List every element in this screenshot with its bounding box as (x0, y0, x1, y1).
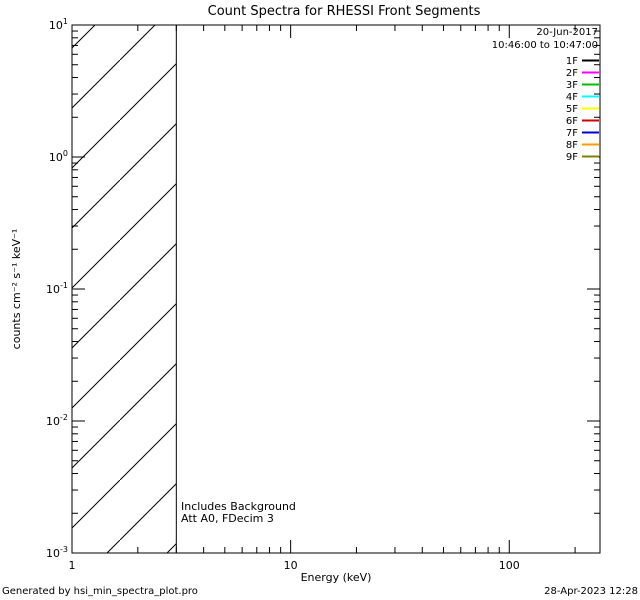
x-tick-label: 1 (69, 559, 76, 572)
x-axis-label: Energy (keV) (301, 571, 372, 584)
legend-label-9F: 9F (566, 152, 578, 163)
legend-label-8F: 8F (566, 140, 578, 151)
x-axis-ticks: 1 10 100 (69, 25, 576, 572)
generated-by-footer: Generated by hsi_min_spectra_plot.pro (2, 586, 198, 597)
legend-label-6F: 6F (566, 116, 578, 127)
legend-label-5F: 5F (566, 104, 578, 115)
attenuator-state-note: Att A0, FDecim 3 (181, 512, 274, 525)
y-axis-ticks: 10-3 10-2 10-1 100 101 (46, 17, 600, 560)
x-tick-label: 100 (499, 559, 520, 572)
y-tick-label: 101 (49, 17, 68, 32)
plot-title: Count Spectra for RHESSI Front Segments (208, 4, 481, 19)
y-tick-label: 10-2 (46, 413, 68, 428)
x-tick-label: 10 (284, 559, 298, 572)
legend-label-4F: 4F (566, 92, 578, 103)
y-tick-label: 100 (49, 149, 68, 164)
y-tick-label: 10-3 (46, 545, 68, 560)
y-axis-label: counts cm⁻² s⁻¹ keV⁻¹ (10, 229, 23, 350)
includes-background-note: Includes Background (181, 500, 296, 513)
hatched-low-energy-region (72, 25, 177, 553)
legend-label-1F: 1F (566, 56, 578, 67)
generated-plot-elements: 1 10 100 10-3 10-2 10-1 100 101 1F2F3F4F5F6F7F8F… (46, 17, 601, 572)
legend-label-7F: 7F (566, 128, 578, 139)
legend-label-2F: 2F (566, 68, 578, 79)
observation-date: 20-Jun-2017 (536, 27, 598, 38)
y-tick-label: 10-1 (46, 281, 68, 296)
generation-timestamp: 28-Apr-2023 12:28 (544, 586, 638, 597)
legend-label-3F: 3F (566, 80, 578, 91)
observation-time-range: 10:46:00 to 10:47:00 (492, 40, 598, 51)
